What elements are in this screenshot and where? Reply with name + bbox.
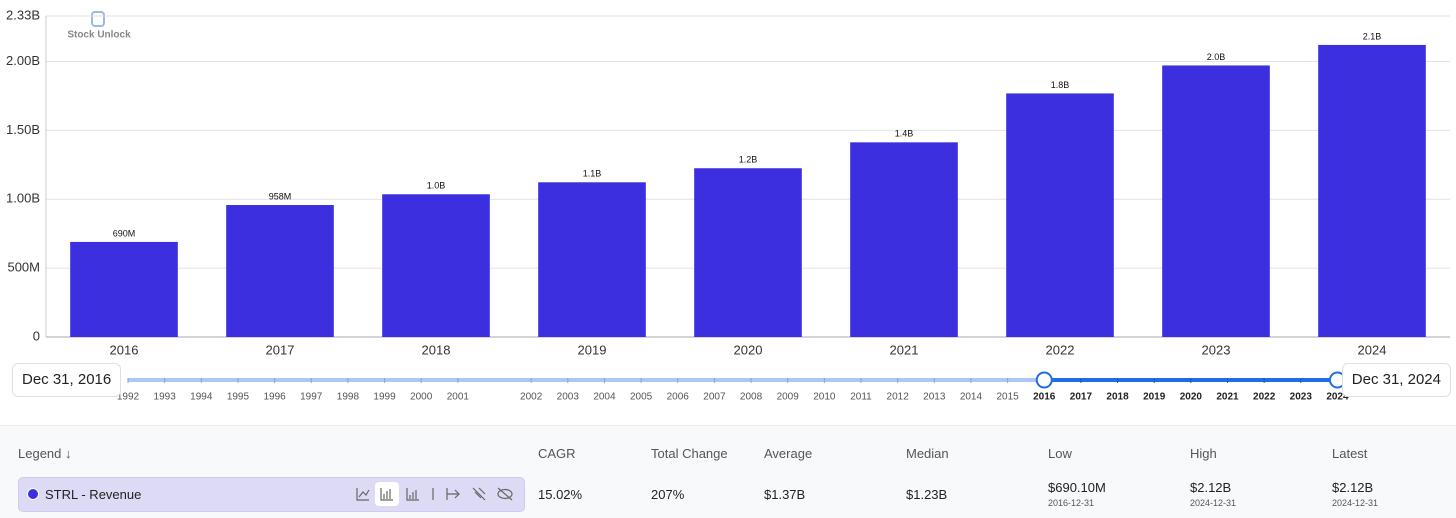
- slider-year: 2024: [1326, 392, 1349, 403]
- slider-year: 2012: [887, 392, 910, 403]
- x-tick-label: 2020: [734, 342, 763, 357]
- slider-year: 2013: [923, 392, 946, 403]
- slider-year: 2015: [996, 392, 1019, 403]
- x-tick-label: 2018: [422, 342, 451, 357]
- header: Total Change: [651, 446, 728, 461]
- start-date[interactable]: Dec 31, 2016: [12, 363, 122, 397]
- bar: [694, 168, 802, 337]
- x-tick-label: 2022: [1046, 342, 1075, 357]
- y-tick-label: 2.00B: [6, 53, 40, 68]
- slider-year: 2006: [667, 392, 690, 403]
- y-tick-label: 1.00B: [6, 191, 40, 206]
- chart: Stock Unlock 0 500M 1.00B 1.50B 2.00B 2.33B 69…: [6, 7, 1450, 403]
- slider-year: 2009: [777, 392, 800, 403]
- watermark: Stock Unlock: [67, 11, 131, 41]
- slider-year: 1996: [263, 392, 286, 403]
- value-label: 1.8B: [1051, 80, 1070, 90]
- slider-year: 1993: [154, 392, 177, 403]
- slider-year: 2016: [1033, 392, 1056, 403]
- slider-year: 2001: [447, 392, 470, 403]
- value-label: 2.1B: [1363, 31, 1382, 41]
- y-tick-label: 1.50B: [6, 122, 40, 137]
- bar: [382, 194, 490, 337]
- bar: [1318, 44, 1426, 337]
- bar: [538, 182, 646, 337]
- value-label: 958M: [269, 191, 292, 201]
- value-label: 1.4B: [895, 129, 914, 139]
- slider-year: 1997: [300, 392, 323, 403]
- x-tick-label: 2021: [890, 342, 919, 357]
- slider-year: 2018: [1106, 392, 1129, 403]
- x-tick-label: 2023: [1202, 342, 1231, 357]
- header: CAGR: [538, 446, 576, 461]
- header: High: [1190, 446, 1217, 461]
- total-change: 207%: [651, 487, 685, 502]
- slider-handle[interactable]: [1035, 371, 1053, 389]
- slider-year: 2007: [703, 392, 726, 403]
- bar: [1006, 93, 1114, 337]
- slider-year: 1994: [190, 392, 213, 403]
- slider-year: 2002: [520, 392, 543, 403]
- x-tick-label: 2017: [266, 342, 295, 357]
- low-date: 2016-12-31: [1048, 498, 1095, 508]
- slider-year: 2021: [1216, 392, 1239, 403]
- bar: [226, 205, 334, 337]
- slider-year: 2023: [1290, 392, 1313, 403]
- header[interactable]: Legend ↓: [18, 446, 72, 461]
- stats-panel: Legend ↓ CAGR Total Change Average Media…: [0, 425, 1456, 518]
- value-label: 1.0B: [427, 181, 446, 191]
- header-text: Legend: [18, 446, 62, 461]
- slider-year: 2014: [960, 392, 983, 403]
- y-tick-label: 2.33B: [6, 7, 40, 22]
- y-tick-label: 0: [33, 328, 40, 343]
- high-date: 2024-12-31: [1190, 498, 1237, 508]
- slider-year: 1998: [337, 392, 360, 403]
- legend-label: STRL - Revenue: [45, 487, 142, 502]
- slider-year: 2005: [630, 392, 653, 403]
- cagr: 15.02%: [538, 487, 583, 502]
- slider-year: 2017: [1070, 392, 1093, 403]
- bar: [70, 241, 178, 337]
- slider-year: 1999: [373, 392, 396, 403]
- slider-year: 2003: [557, 392, 580, 403]
- slider-year: 2020: [1180, 392, 1203, 403]
- end-date[interactable]: Dec 31, 2024: [1341, 363, 1451, 397]
- slider-year: 2019: [1143, 392, 1166, 403]
- slider-year: 1995: [227, 392, 250, 403]
- x-tick-label: 2019: [578, 342, 607, 357]
- latest-date: 2024-12-31: [1332, 498, 1379, 508]
- slider-year: 2011: [850, 392, 872, 403]
- header: Low: [1048, 446, 1072, 461]
- slider-year: 1992: [117, 392, 140, 403]
- slider-year: 2022: [1253, 392, 1276, 403]
- value-label: 2.0B: [1207, 52, 1226, 62]
- average: $1.37B: [764, 487, 806, 502]
- value-label: 1.1B: [583, 169, 602, 179]
- low: $690.10M: [1048, 480, 1106, 495]
- header: Latest: [1332, 446, 1368, 461]
- bar: [850, 142, 958, 337]
- x-tick-label: 2016: [110, 342, 139, 357]
- legend-icons: [27, 482, 513, 506]
- slider-year: 2004: [593, 392, 616, 403]
- header: Median: [906, 446, 949, 461]
- slider-year: 2008: [740, 392, 763, 403]
- high: $2.12B: [1190, 480, 1232, 495]
- bar: [1162, 65, 1270, 337]
- value-label: 690M: [113, 228, 136, 238]
- slider-year: 2010: [813, 392, 836, 403]
- value-label: 1.2B: [739, 155, 758, 165]
- legend-item[interactable]: STRL - Revenue: [18, 477, 525, 512]
- x-tick-label: 2024: [1358, 342, 1387, 357]
- header: Average: [764, 446, 813, 461]
- watermark-text: Stock Unlock: [67, 30, 131, 41]
- median: $1.23B: [906, 487, 948, 502]
- y-tick-label: 500M: [7, 260, 40, 275]
- latest: $2.12B: [1332, 480, 1374, 495]
- slider-year: 2000: [410, 392, 433, 403]
